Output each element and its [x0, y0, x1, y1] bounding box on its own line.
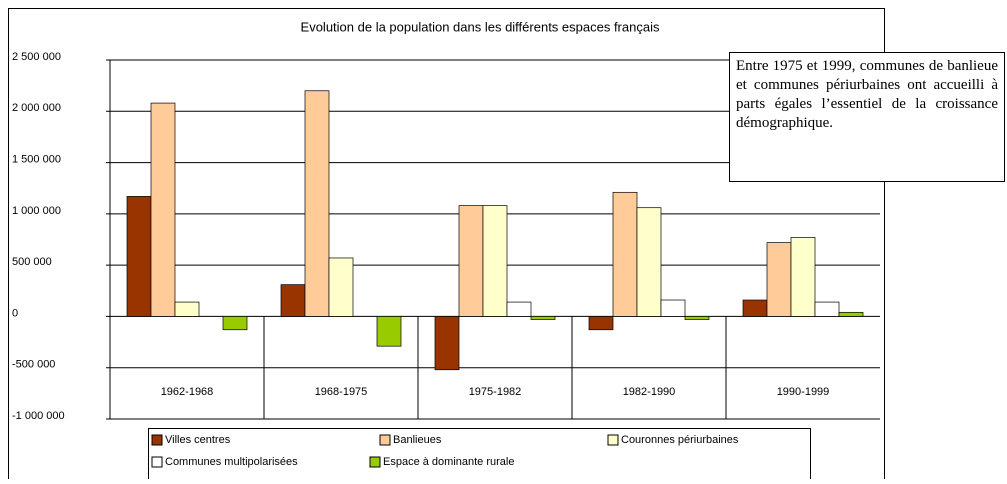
legend-label: Villes centres — [165, 434, 231, 446]
bar — [126, 196, 152, 317]
bar — [790, 237, 816, 317]
bar — [766, 242, 792, 317]
legend-label: Banlieues — [393, 434, 442, 446]
legend-swatch — [151, 434, 163, 446]
bar — [530, 316, 556, 320]
bar — [280, 284, 306, 317]
bar — [612, 191, 638, 317]
y-tick-label: 2 000 000 — [12, 102, 61, 114]
legend-frame — [148, 428, 811, 484]
bar — [376, 316, 402, 347]
bar — [150, 102, 176, 317]
y-tick-label: -500 000 — [12, 359, 55, 371]
bar — [742, 299, 768, 317]
x-tick-label: 1982-1990 — [623, 386, 676, 398]
bar — [458, 205, 484, 317]
bar — [174, 301, 200, 317]
bar — [684, 316, 710, 320]
y-tick-label: 0 — [12, 307, 18, 319]
x-tick-label: 1968-1975 — [315, 386, 368, 398]
bar — [304, 90, 330, 317]
legend-label: Espace à dominante rurale — [383, 456, 514, 468]
y-tick-label: 1 000 000 — [12, 205, 61, 217]
bar — [588, 316, 614, 331]
bar — [814, 301, 840, 317]
annotation: Entre 1975 et 1999, communes de banlieue… — [729, 52, 1005, 182]
legend-swatch — [379, 434, 391, 446]
legend-swatch — [369, 456, 381, 468]
bar — [660, 299, 686, 317]
legend-swatch — [151, 456, 163, 468]
bar — [506, 301, 532, 317]
y-tick-label: 500 000 — [12, 256, 52, 268]
y-tick-label: 2 500 000 — [12, 51, 61, 63]
bar — [434, 316, 460, 371]
y-tick-label: -1 000 000 — [12, 410, 65, 422]
bar — [482, 205, 508, 317]
x-tick-label: 1990-1999 — [777, 386, 830, 398]
bar — [222, 316, 248, 331]
chart-title: Evolution de la population dans les diff… — [301, 19, 660, 34]
x-tick-label: 1975-1982 — [469, 386, 522, 398]
legend-label: Couronnes périurbaines — [621, 434, 739, 446]
legend-label: Communes multipolarisées — [165, 456, 298, 468]
legend-swatch — [607, 434, 619, 446]
x-tick-label: 1962-1968 — [161, 386, 214, 398]
bar — [838, 311, 864, 317]
y-tick-label: 1 500 000 — [12, 153, 61, 165]
bar — [328, 257, 354, 317]
bar — [636, 207, 662, 317]
